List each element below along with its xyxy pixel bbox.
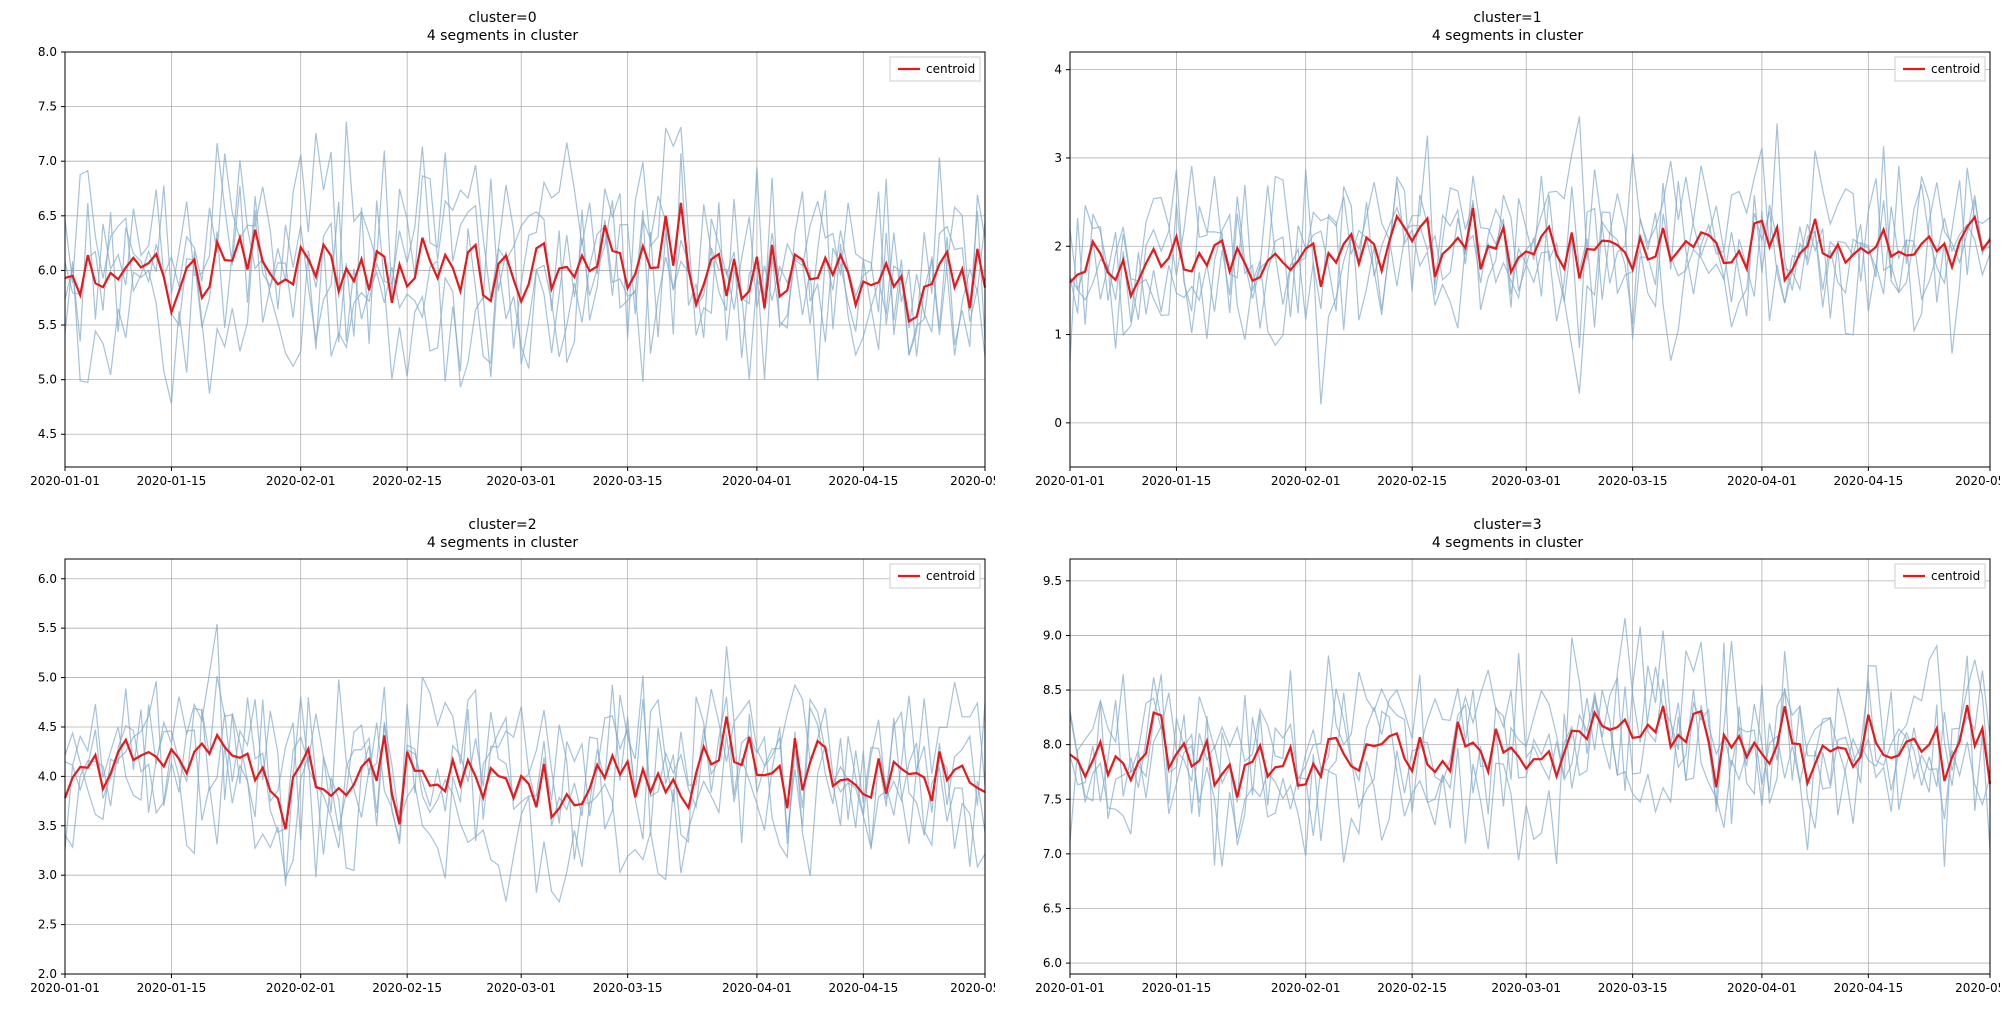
svg-text:2020-03-15: 2020-03-15 [593, 981, 663, 995]
svg-text:2020-05-01: 2020-05-01 [950, 474, 995, 488]
panel-cluster-2: cluster=2 4 segments in cluster 2.0 2.5 3.… [10, 517, 995, 1004]
svg-text:2020-04-01: 2020-04-01 [722, 981, 792, 995]
svg-text:4.5: 4.5 [38, 427, 57, 441]
svg-text:3: 3 [1054, 151, 1062, 165]
svg-text:2020-03-01: 2020-03-01 [1491, 474, 1561, 488]
svg-text:0: 0 [1054, 416, 1062, 430]
svg-text:2020-02-15: 2020-02-15 [372, 981, 442, 995]
svg-text:2.0: 2.0 [38, 967, 57, 981]
svg-text:7.5: 7.5 [1043, 792, 1062, 806]
svg-text:2020-02-01: 2020-02-01 [266, 474, 336, 488]
panel-title: cluster=1 4 segments in cluster [1432, 10, 1583, 45]
svg-text:2020-04-01: 2020-04-01 [1727, 981, 1797, 995]
svg-text:2020-04-15: 2020-04-15 [828, 981, 898, 995]
legend-label: centroid [926, 62, 975, 76]
svg-text:6.0: 6.0 [38, 572, 57, 586]
svg-text:9.5: 9.5 [1043, 574, 1062, 588]
svg-text:2.5: 2.5 [38, 918, 57, 932]
svg-text:6.0: 6.0 [1043, 956, 1062, 970]
svg-text:3.5: 3.5 [38, 819, 57, 833]
legend-label: centroid [926, 569, 975, 583]
svg-text:6.0: 6.0 [38, 263, 57, 277]
svg-text:2020-05-01: 2020-05-01 [1955, 981, 2000, 995]
svg-text:5.5: 5.5 [38, 621, 57, 635]
svg-text:2020-05-01: 2020-05-01 [1955, 474, 2000, 488]
centroid-line [1070, 208, 1990, 296]
plot-area: 0 1 2 3 4 2020-01-01 2020-01-15 2020-02-01 2020-… [1015, 47, 2000, 497]
svg-text:2020-03-15: 2020-03-15 [593, 474, 663, 488]
svg-text:2020-03-01: 2020-03-01 [1491, 981, 1561, 995]
title-line1: cluster=0 [468, 10, 536, 26]
title-line1: cluster=3 [1473, 517, 1541, 533]
panel-title: cluster=0 4 segments in cluster [427, 10, 578, 45]
svg-text:4.0: 4.0 [38, 769, 57, 783]
subplot-grid: cluster=0 4 segments in cluster 4.5 5.0 5.… [10, 10, 2000, 1000]
svg-text:2020-02-15: 2020-02-15 [372, 474, 442, 488]
plot-area: 6.0 6.5 7.0 7.5 8.0 8.5 9.0 9.5 2020-01-01 2020-0… [1015, 554, 2000, 1004]
panel-cluster-1: cluster=1 4 segments in cluster 0 1 2 3 4 202… [1015, 10, 2000, 497]
svg-text:2020-03-01: 2020-03-01 [486, 474, 556, 488]
svg-text:5.5: 5.5 [38, 318, 57, 332]
svg-text:2020-02-01: 2020-02-01 [1271, 474, 1341, 488]
svg-text:3.0: 3.0 [38, 868, 57, 882]
svg-text:7.0: 7.0 [38, 154, 57, 168]
title-line2: 4 segments in cluster [427, 28, 578, 44]
svg-text:2020-04-15: 2020-04-15 [1833, 981, 1903, 995]
svg-text:2: 2 [1054, 239, 1062, 253]
svg-text:2020-01-01: 2020-01-01 [30, 981, 100, 995]
title-line2: 4 segments in cluster [1432, 535, 1583, 551]
svg-text:1: 1 [1054, 328, 1062, 342]
plot-area: 2.0 2.5 3.0 3.5 4.0 4.5 5.0 5.5 6.0 2020-01-01 202… [10, 554, 995, 1004]
svg-text:2020-01-15: 2020-01-15 [1142, 474, 1212, 488]
svg-text:2020-01-15: 2020-01-15 [137, 981, 207, 995]
svg-text:2020-02-01: 2020-02-01 [1271, 981, 1341, 995]
panel-title: cluster=3 4 segments in cluster [1432, 517, 1583, 552]
title-line1: cluster=1 [1473, 10, 1541, 26]
svg-text:8.0: 8.0 [1043, 738, 1062, 752]
plot-area: 4.5 5.0 5.5 6.0 6.5 7.0 7.5 8.0 2020-01-01 2020-0… [10, 47, 995, 497]
svg-text:2020-02-15: 2020-02-15 [1377, 981, 1447, 995]
legend-label: centroid [1931, 62, 1980, 76]
panel-cluster-0: cluster=0 4 segments in cluster 4.5 5.0 5.… [10, 10, 995, 497]
svg-text:2020-02-01: 2020-02-01 [266, 981, 336, 995]
svg-text:7.0: 7.0 [1043, 847, 1062, 861]
svg-text:2020-04-15: 2020-04-15 [828, 474, 898, 488]
svg-text:4.5: 4.5 [38, 720, 57, 734]
svg-text:6.5: 6.5 [1043, 901, 1062, 915]
svg-text:9.0: 9.0 [1043, 628, 1062, 642]
svg-text:7.5: 7.5 [38, 100, 57, 114]
svg-text:8.0: 8.0 [38, 47, 57, 59]
panel-cluster-3: cluster=3 4 segments in cluster 6.0 6.5 7.… [1015, 517, 2000, 1004]
svg-text:5.0: 5.0 [38, 671, 57, 685]
svg-text:2020-01-01: 2020-01-01 [1035, 981, 1105, 995]
svg-text:5.0: 5.0 [38, 373, 57, 387]
svg-text:2020-03-15: 2020-03-15 [1598, 981, 1668, 995]
svg-text:2020-01-15: 2020-01-15 [137, 474, 207, 488]
svg-text:2020-03-01: 2020-03-01 [486, 981, 556, 995]
title-line1: cluster=2 [468, 517, 536, 533]
svg-text:2020-01-01: 2020-01-01 [1035, 474, 1105, 488]
svg-text:2020-01-01: 2020-01-01 [30, 474, 100, 488]
svg-text:2020-05-01: 2020-05-01 [950, 981, 995, 995]
panel-title: cluster=2 4 segments in cluster [427, 517, 578, 552]
svg-text:2020-03-15: 2020-03-15 [1598, 474, 1668, 488]
svg-text:4: 4 [1054, 63, 1062, 77]
svg-text:2020-04-01: 2020-04-01 [722, 474, 792, 488]
legend-label: centroid [1931, 569, 1980, 583]
svg-text:2020-04-01: 2020-04-01 [1727, 474, 1797, 488]
svg-text:6.5: 6.5 [38, 209, 57, 223]
title-line2: 4 segments in cluster [1432, 28, 1583, 44]
svg-text:8.5: 8.5 [1043, 683, 1062, 697]
title-line2: 4 segments in cluster [427, 535, 578, 551]
svg-text:2020-01-15: 2020-01-15 [1142, 981, 1212, 995]
svg-text:2020-04-15: 2020-04-15 [1833, 474, 1903, 488]
svg-text:2020-02-15: 2020-02-15 [1377, 474, 1447, 488]
